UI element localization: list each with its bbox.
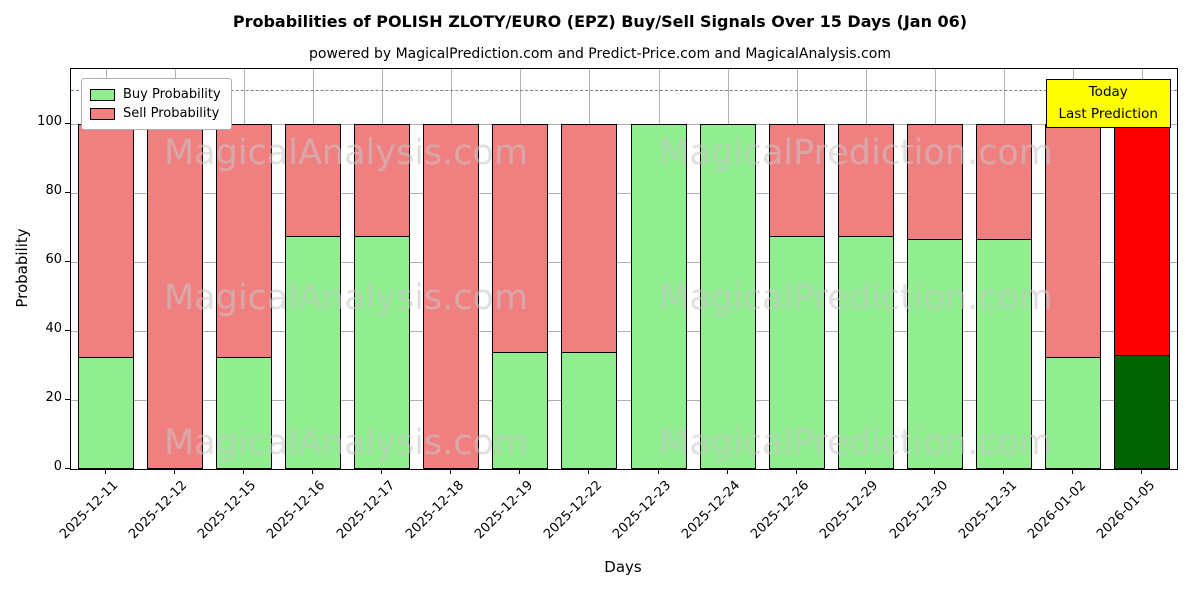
x-tick-label-text: 2025-12-16 [264,478,329,543]
y-tick-mark [65,123,70,125]
gridline-horizontal [71,193,1177,195]
sell-bar-segment [492,124,549,353]
x-tick-mark [519,469,521,474]
buy-bar-segment [77,356,134,469]
buy-bar-segment [907,239,964,469]
x-tick-mark [1003,469,1005,474]
y-tick-label: 100 [37,114,62,130]
chart-title: Probabilities of POLISH ZLOTY/EURO (EPZ)… [232,12,968,31]
buy-bar-segment [492,351,549,469]
sell-bar-segment [1114,124,1171,357]
x-tick-label-text: 2025-12-12 [126,478,191,543]
legend-item-buy: Buy Probability [90,85,221,104]
buy-bar-segment [354,236,411,469]
sell-bar-segment [768,124,825,238]
gridline-horizontal [71,124,1177,126]
y-tick-label: 60 [45,252,62,268]
legend: Buy Probability Sell Probability [81,78,232,130]
annotation-line-2: Last Prediction [1058,105,1158,122]
x-tick-mark [173,469,175,474]
buy-bar-segment [284,236,341,469]
y-tick-mark [65,399,70,401]
x-tick-label-text: 2025-12-24 [679,478,744,543]
chart-subtitle: powered by MagicalPrediction.com and Pre… [309,46,891,62]
x-tick-mark [311,469,313,474]
x-tick-label-text: 2025-12-17 [333,478,398,543]
x-tick-label-text: 2025-12-30 [886,478,951,543]
buy-bar-segment [699,124,756,469]
x-tick-mark [657,469,659,474]
sell-bar-segment [837,124,894,238]
x-tick-mark [795,469,797,474]
sell-bar-segment [146,124,203,469]
gridline-horizontal [71,400,1177,402]
buy-bar-segment [215,356,272,469]
y-tick-label: 20 [45,390,62,406]
buy-bar-segment [1114,355,1171,469]
buy-probability-swatch [90,88,115,101]
x-tick-label-text: 2025-12-31 [955,478,1020,543]
sell-bar-segment [215,124,272,358]
x-tick-label-text: 2025-12-18 [402,478,467,543]
legend-item-sell: Sell Probability [90,104,221,123]
sell-bar-segment [354,124,411,238]
sell-bar-segment [561,124,618,353]
sell-bar-segment [423,124,480,469]
x-tick-label-text: 2025-12-23 [610,478,675,543]
y-tick-label: 80 [45,183,62,199]
x-tick-mark [104,469,106,474]
sell-bar-segment [77,124,134,358]
gridline-horizontal [71,262,1177,264]
legend-label-buy: Buy Probability [123,87,221,102]
x-tick-label-text: 2025-12-11 [57,478,122,543]
sell-bar-segment [976,124,1033,240]
sell-probability-swatch [90,107,115,120]
x-tick-label-text: 2025-12-29 [817,478,882,543]
plot-area: Buy Probability Sell Probability Today L… [70,68,1178,470]
dashed-threshold-line [71,89,1177,91]
y-tick-mark [65,261,70,263]
x-tick-label-text: 2025-12-22 [541,478,606,543]
x-tick-label-text: 2025-12-15 [195,478,260,543]
x-tick-mark [726,469,728,474]
sell-bar-segment [907,124,964,240]
y-tick-mark [65,330,70,332]
x-tick-mark [1072,469,1074,474]
x-tick-mark [242,469,244,474]
buy-bar-segment [630,124,687,469]
x-tick-label-text: 2025-12-26 [748,478,813,543]
gridline-horizontal [71,331,1177,333]
x-axis-label: Days [604,558,642,576]
y-axis-label: Probability [13,228,31,308]
y-tick-label: 0 [53,459,62,474]
y-tick-mark [65,192,70,194]
x-tick-mark [381,469,383,474]
buy-bar-segment [837,236,894,469]
buy-bar-segment [1045,356,1102,469]
y-tick-label: 40 [45,321,62,337]
sell-bar-segment [284,124,341,238]
sell-bar-segment [1045,124,1102,358]
x-tick-label-text: 2026-01-02 [1024,478,1089,543]
x-tick-mark [934,469,936,474]
x-tick-mark [588,469,590,474]
y-tick-mark [65,468,70,469]
x-tick-label-text: 2025-12-19 [471,478,536,543]
x-tick-label-text: 2026-01-05 [1094,478,1159,543]
annotation-line-1: Today [1088,84,1128,100]
buy-bar-segment [976,239,1033,469]
today-annotation-box: Today Last Prediction [1045,79,1171,129]
buy-bar-segment [561,351,618,469]
legend-label-sell: Sell Probability [123,106,220,121]
x-tick-mark [450,469,452,474]
x-tick-mark [1141,469,1143,474]
x-tick-mark [864,469,866,474]
buy-bar-segment [768,236,825,469]
